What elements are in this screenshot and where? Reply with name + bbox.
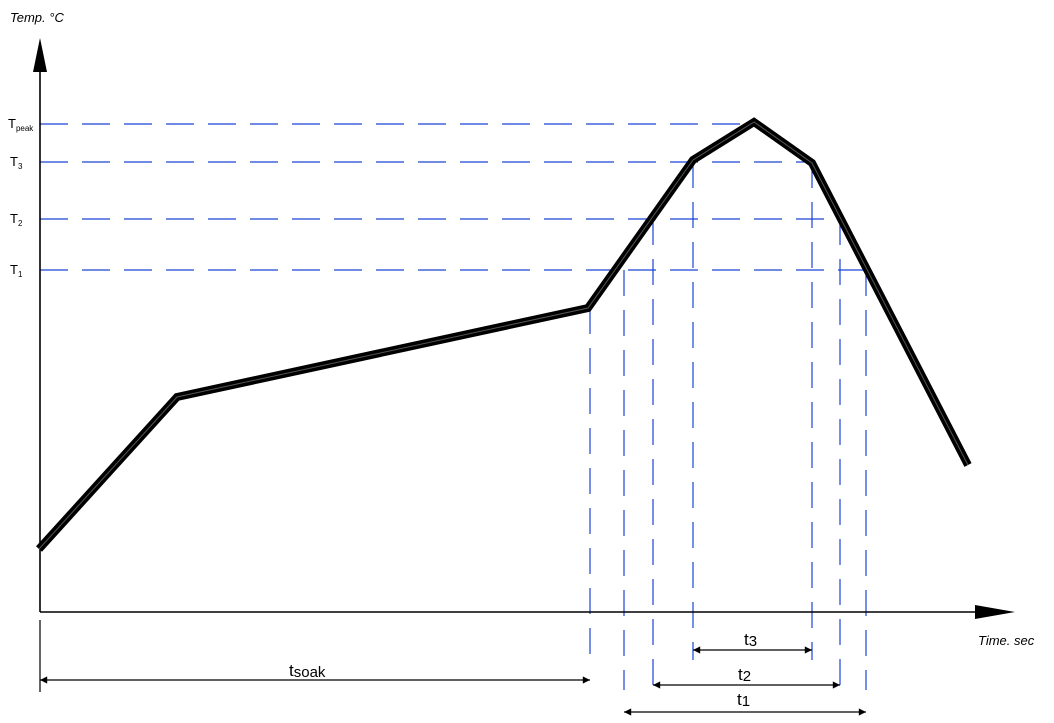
t2-label: T2 xyxy=(10,211,23,228)
y-axis-label: Temp. °C xyxy=(10,10,64,25)
t1-duration-label: t1 xyxy=(737,690,750,710)
t3-duration-label: t3 xyxy=(744,630,757,650)
time-guides xyxy=(589,162,867,690)
t3-duration-label-sub: 3 xyxy=(749,633,757,650)
tpeak-label-sub: peak xyxy=(16,124,34,133)
t3-label: T3 xyxy=(10,154,23,171)
t2-label-base: T xyxy=(10,211,18,226)
t3-duration-label-base: t xyxy=(744,630,749,649)
tpeak-label-base: T xyxy=(8,116,16,131)
tsoak-label-base: t xyxy=(289,661,294,680)
t1-label-sub: 1 xyxy=(18,270,23,279)
axes xyxy=(33,38,1015,619)
tsoak-label-sub: soak xyxy=(294,664,326,681)
temperature-guides xyxy=(40,123,866,271)
t2-duration-label-base: t xyxy=(738,665,743,684)
t2-duration-label-sub: 2 xyxy=(743,668,751,685)
t1-duration-label-sub: 1 xyxy=(742,693,750,710)
duration-dimensions xyxy=(39,620,867,716)
t3-label-sub: 3 xyxy=(18,162,23,171)
t2-label-sub: 2 xyxy=(18,219,23,228)
reflow-profile xyxy=(36,117,972,552)
y-axis-arrow xyxy=(33,38,47,72)
t2-duration-label: t2 xyxy=(738,665,751,685)
profile-curve-outer xyxy=(36,117,972,552)
t1-duration-label-base: t xyxy=(737,690,742,709)
t3-label-base: T xyxy=(10,154,18,169)
t1-label-base: T xyxy=(10,262,18,277)
x-axis-label: Time. sec xyxy=(978,633,1035,648)
x-axis-arrow xyxy=(975,605,1015,619)
profile-curve-inner xyxy=(38,121,969,550)
tpeak-label: Tpeak xyxy=(8,116,34,133)
tsoak-label: tsoak xyxy=(289,661,326,681)
t1-label: T1 xyxy=(10,262,23,279)
